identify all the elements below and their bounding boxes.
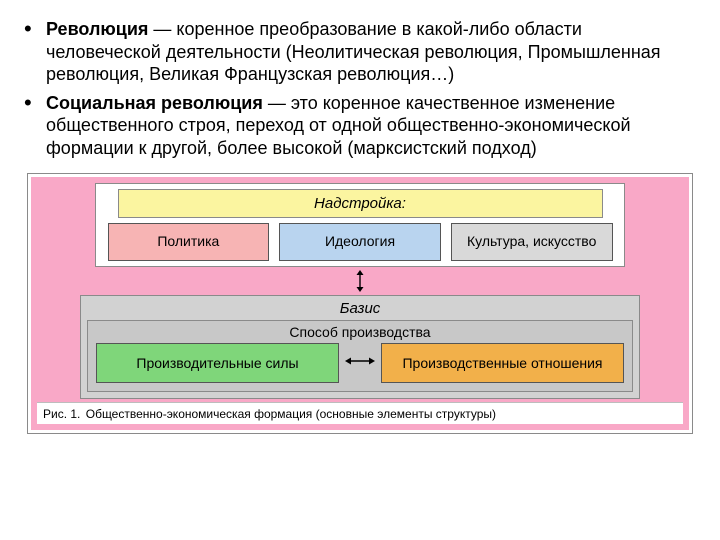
- bullet-dash: —: [263, 93, 291, 113]
- superstructure-item-ideology: Идеология: [279, 223, 441, 261]
- arrow-horizontal-icon: [345, 354, 375, 372]
- base-panel: Базис Способ производства Производительн…: [80, 295, 640, 399]
- diagram: Надстройка: Политика Идеология Культура,…: [31, 177, 689, 430]
- mode-panel: Способ производства Производительные сил…: [87, 320, 633, 392]
- arrow-vertical-icon: [353, 270, 367, 292]
- diagram-container: Надстройка: Политика Идеология Культура,…: [27, 173, 693, 434]
- base-title: Базис: [87, 300, 633, 317]
- superstructure-row: Политика Идеология Культура, искусство: [108, 223, 613, 261]
- diagram-caption: Рис. 1. Общественно-экономическая формац…: [37, 402, 683, 424]
- mode-title: Способ производства: [289, 324, 430, 340]
- caption-prefix: Рис. 1.: [43, 407, 80, 421]
- superstructure-panel: Надстройка: Политика Идеология Культура,…: [95, 183, 625, 267]
- bullet-list: Революция — коренное преобразование в ка…: [24, 18, 696, 159]
- bullet-dash: —: [148, 19, 176, 39]
- mode-item-forces: Производительные силы: [96, 343, 339, 383]
- superstructure-item-politics: Политика: [108, 223, 270, 261]
- mode-item-relations: Производственные отношения: [381, 343, 624, 383]
- mode-row: Производительные силы Производственные о…: [96, 343, 624, 383]
- bullet-item: Социальная революция — это коренное каче…: [46, 92, 696, 160]
- superstructure-item-culture: Культура, искусство: [451, 223, 613, 261]
- caption-title: Общественно-экономическая формация: [86, 407, 313, 421]
- superstructure-title: Надстройка:: [118, 189, 603, 218]
- caption-subtitle: (основные элементы структуры): [312, 407, 496, 421]
- bullet-item: Революция — коренное преобразование в ка…: [46, 18, 696, 86]
- bullet-term: Социальная революция: [46, 93, 263, 113]
- bullet-term: Революция: [46, 19, 148, 39]
